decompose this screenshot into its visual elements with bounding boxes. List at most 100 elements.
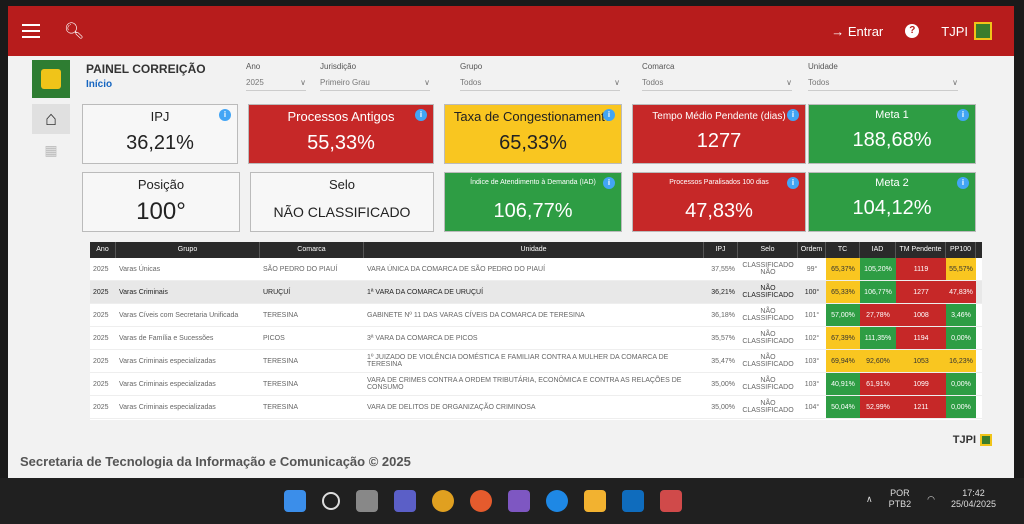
table-row-selected[interactable]: 2025 Varas Criminais URUÇUÍ 1ª VARA DA C…: [90, 281, 982, 304]
cell-iad: 27,78%: [860, 304, 896, 326]
firefox-icon[interactable]: [470, 490, 492, 512]
cell-pp: 47,83%: [946, 281, 976, 303]
col-grupo[interactable]: Grupo: [116, 242, 260, 258]
cell-ipj: 36,18%: [711, 311, 735, 319]
teams-icon[interactable]: [394, 490, 416, 512]
home-icon[interactable]: ⌂: [32, 104, 70, 134]
search-icon[interactable]: [322, 492, 340, 510]
filter-jurisdicao[interactable]: Jurisdição Primeiro Grau ∨: [320, 62, 430, 91]
chart-icon[interactable]: ▦: [44, 142, 58, 158]
chevron-up-icon[interactable]: ∧: [865, 493, 873, 504]
cell-iad: 92,60%: [860, 350, 896, 372]
col-tm-pendente[interactable]: TM Pendente: [896, 242, 946, 258]
cell-grupo: Varas Criminais especializadas: [119, 380, 216, 388]
table-row[interactable]: 2025 Varas de Família e Sucessões PICOS …: [90, 327, 982, 350]
table-row[interactable]: 2025 Varas Únicas SÃO PEDRO DO PIAUÍ VAR…: [90, 258, 982, 281]
card-meta-1: i Meta 1 188,68%: [808, 104, 976, 164]
language-indicator[interactable]: POR PTB2: [889, 488, 912, 510]
outlook-icon[interactable]: [622, 490, 644, 512]
filter-ano[interactable]: Ano 2025 ∨: [246, 62, 306, 91]
cell-selo: NÃO CLASSIFICADO: [742, 285, 794, 299]
card-value: 65,33%: [499, 132, 567, 154]
breadcrumb-home[interactable]: Início: [86, 79, 113, 90]
cell-ano: 2025: [93, 288, 109, 296]
login-button[interactable]: → Entrar: [831, 23, 884, 39]
login-label: Entrar: [847, 23, 884, 39]
cell-tm: 1277: [896, 281, 946, 303]
info-icon[interactable]: i: [603, 109, 615, 121]
col-ordem[interactable]: Ordem: [798, 242, 826, 258]
card-label: Selo: [328, 177, 356, 192]
info-icon[interactable]: i: [787, 109, 799, 121]
cell-unidade: VARA DE DELITOS DE ORGANIZAÇÃO CRIMINOSA: [367, 403, 536, 411]
search-icon[interactable]: 🔍︎: [64, 23, 85, 40]
chrome-icon[interactable]: [432, 490, 454, 512]
info-icon[interactable]: i: [415, 109, 427, 121]
card-label: Índice de Atendimento à Demanda (IAD): [470, 179, 596, 186]
col-ano[interactable]: Ano: [90, 242, 116, 258]
col-comarca[interactable]: Comarca: [260, 242, 364, 258]
cell-ordem: 102°: [804, 334, 820, 342]
filter-comarca[interactable]: Comarca Todos ∨: [642, 62, 792, 91]
card-label: Posição: [137, 177, 185, 192]
cell-ano: 2025: [93, 334, 109, 342]
chevron-down-icon: ∨: [786, 78, 792, 87]
filter-unidade[interactable]: Unidade Todos ∨: [808, 62, 958, 91]
col-selo[interactable]: Selo: [738, 242, 798, 258]
info-icon[interactable]: i: [787, 177, 799, 189]
filter-value: 2025: [246, 78, 264, 87]
table-row[interactable]: 2025 Varas Criminais especializadas TERE…: [90, 373, 982, 396]
windows-taskbar: ∧ POR PTB2 ◠ 17:42 25/04/2025: [0, 478, 1024, 524]
info-icon[interactable]: i: [219, 109, 231, 121]
table-row[interactable]: 2025 Varas Criminais especializadas TERE…: [90, 396, 982, 419]
card-label: IPJ: [150, 109, 170, 124]
cell-pp: 55,57%: [946, 258, 976, 280]
cell-grupo: Varas Únicas: [119, 265, 161, 273]
cell-grupo: Varas Criminais especializadas: [119, 357, 216, 365]
file-explorer-icon[interactable]: [584, 490, 606, 512]
cell-iad: 105,20%: [860, 258, 896, 280]
info-icon[interactable]: i: [603, 177, 615, 189]
info-icon[interactable]: i: [957, 177, 969, 189]
cell-comarca: TERESINA: [263, 311, 299, 319]
windows-start-icon[interactable]: [284, 490, 306, 512]
cell-ipj: 35,00%: [711, 380, 735, 388]
help-icon[interactable]: ?: [905, 24, 920, 38]
clock[interactable]: 17:42 25/04/2025: [951, 488, 996, 510]
card-label: Meta 2: [875, 177, 909, 189]
cell-pp: 0,00%: [946, 327, 976, 349]
app-logo-icon: [32, 60, 70, 98]
col-unidade[interactable]: Unidade: [364, 242, 704, 258]
task-view-icon[interactable]: [356, 490, 378, 512]
col-iad[interactable]: IAD: [860, 242, 896, 258]
cell-comarca: TERESINA: [263, 357, 299, 365]
table-row[interactable]: 2025 Varas Criminais especializadas TERE…: [90, 350, 982, 373]
cell-selo: NÃO CLASSIFICADO: [742, 308, 794, 322]
wifi-icon[interactable]: ◠: [927, 493, 935, 504]
cell-iad: 106,77%: [860, 281, 896, 303]
copilot-icon[interactable]: [508, 490, 530, 512]
cell-selo: NÃO CLASSIFICADO: [742, 400, 794, 414]
cell-comarca: URUÇUÍ: [263, 288, 291, 296]
table-row[interactable]: 2025 Varas Cíveis com Secretaria Unifica…: [90, 304, 982, 327]
filter-grupo[interactable]: Grupo Todos ∨: [460, 62, 620, 91]
cell-ordem: 103°: [804, 380, 820, 388]
card-posicao: Posição 100°: [82, 172, 240, 232]
col-pp100[interactable]: PP100: [946, 242, 976, 258]
col-tc[interactable]: TC: [826, 242, 860, 258]
cell-ano: 2025: [93, 311, 109, 319]
store-icon[interactable]: [660, 490, 682, 512]
info-icon[interactable]: i: [957, 109, 969, 121]
footer-brand-label: TJPI: [952, 434, 976, 446]
cell-tm: 1008: [896, 304, 946, 326]
filter-value: Primeiro Grau: [320, 78, 370, 87]
cell-unidade: 3ª VARA DA COMARCA DE PICOS: [367, 334, 478, 342]
card-iad: i Índice de Atendimento à Demanda (IAD) …: [444, 172, 622, 232]
chevron-down-icon: ∨: [424, 78, 430, 87]
card-tempo-medio: i Tempo Médio Pendente (dias) 1277: [632, 104, 806, 164]
cell-tm: 1211: [896, 396, 946, 418]
cell-iad: 111,35%: [860, 327, 896, 349]
edge-icon[interactable]: [546, 490, 568, 512]
menu-icon[interactable]: [22, 24, 40, 38]
col-ipj[interactable]: IPJ: [704, 242, 738, 258]
